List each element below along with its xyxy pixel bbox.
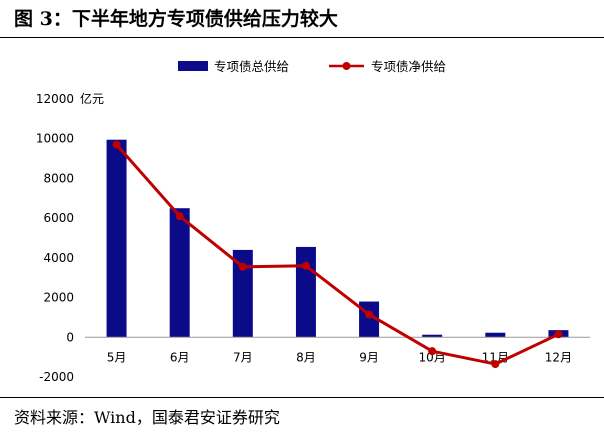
line-point bbox=[554, 330, 563, 339]
y-axis: -2000 0 2000 4000 6000 8000 10000 12000 亿元 bbox=[36, 91, 104, 384]
x-tick-label: 6月 bbox=[170, 350, 190, 364]
legend-label-line: 专项债净供给 bbox=[371, 59, 446, 74]
bar bbox=[422, 334, 443, 338]
y-tick-label: 12000 bbox=[36, 92, 74, 106]
y-tick-label: 6000 bbox=[43, 211, 74, 225]
line-point bbox=[301, 261, 310, 270]
source-note: 资料来源：Wind，国泰君安证券研究 bbox=[14, 408, 280, 427]
x-tick-label: 8月 bbox=[296, 350, 316, 364]
legend: 专项债总供给 专项债净供给 bbox=[178, 59, 446, 74]
legend-label-bar: 专项债总供给 bbox=[214, 59, 289, 74]
x-tick-label: 12月 bbox=[545, 350, 572, 364]
y-tick-label: 0 bbox=[66, 330, 74, 344]
line-point bbox=[175, 212, 184, 221]
line-point bbox=[112, 140, 121, 149]
bar-series bbox=[106, 139, 569, 338]
line-point bbox=[428, 347, 437, 356]
legend-swatch-bar bbox=[178, 61, 208, 71]
y-tick-label: -2000 bbox=[39, 370, 74, 384]
bar bbox=[169, 208, 190, 338]
x-tick-label: 7月 bbox=[233, 350, 253, 364]
y-tick-label: 10000 bbox=[36, 132, 74, 146]
source-rule bbox=[0, 397, 604, 398]
bar bbox=[106, 139, 127, 338]
title-rule bbox=[0, 37, 604, 38]
x-tick-label: 9月 bbox=[359, 350, 379, 364]
legend-marker bbox=[342, 62, 351, 70]
y-tick-label: 8000 bbox=[43, 171, 74, 185]
bar bbox=[295, 246, 316, 338]
bar bbox=[232, 249, 253, 338]
x-tick-label: 5月 bbox=[107, 350, 127, 364]
x-axis: 5月 6月 7月 8月 9月 10月 11月 12月 bbox=[85, 336, 590, 364]
figure-title: 图 3：下半年地方专项债供给压力较大 bbox=[14, 8, 338, 30]
series-line bbox=[115, 143, 560, 366]
y-tick-label: 2000 bbox=[43, 291, 74, 305]
line-point bbox=[238, 262, 247, 271]
line-series bbox=[112, 140, 563, 369]
y-tick-label: 4000 bbox=[43, 251, 74, 265]
line-point bbox=[365, 310, 374, 319]
bar bbox=[485, 332, 506, 338]
y-unit-label: 亿元 bbox=[80, 91, 104, 106]
line-point bbox=[491, 360, 500, 369]
